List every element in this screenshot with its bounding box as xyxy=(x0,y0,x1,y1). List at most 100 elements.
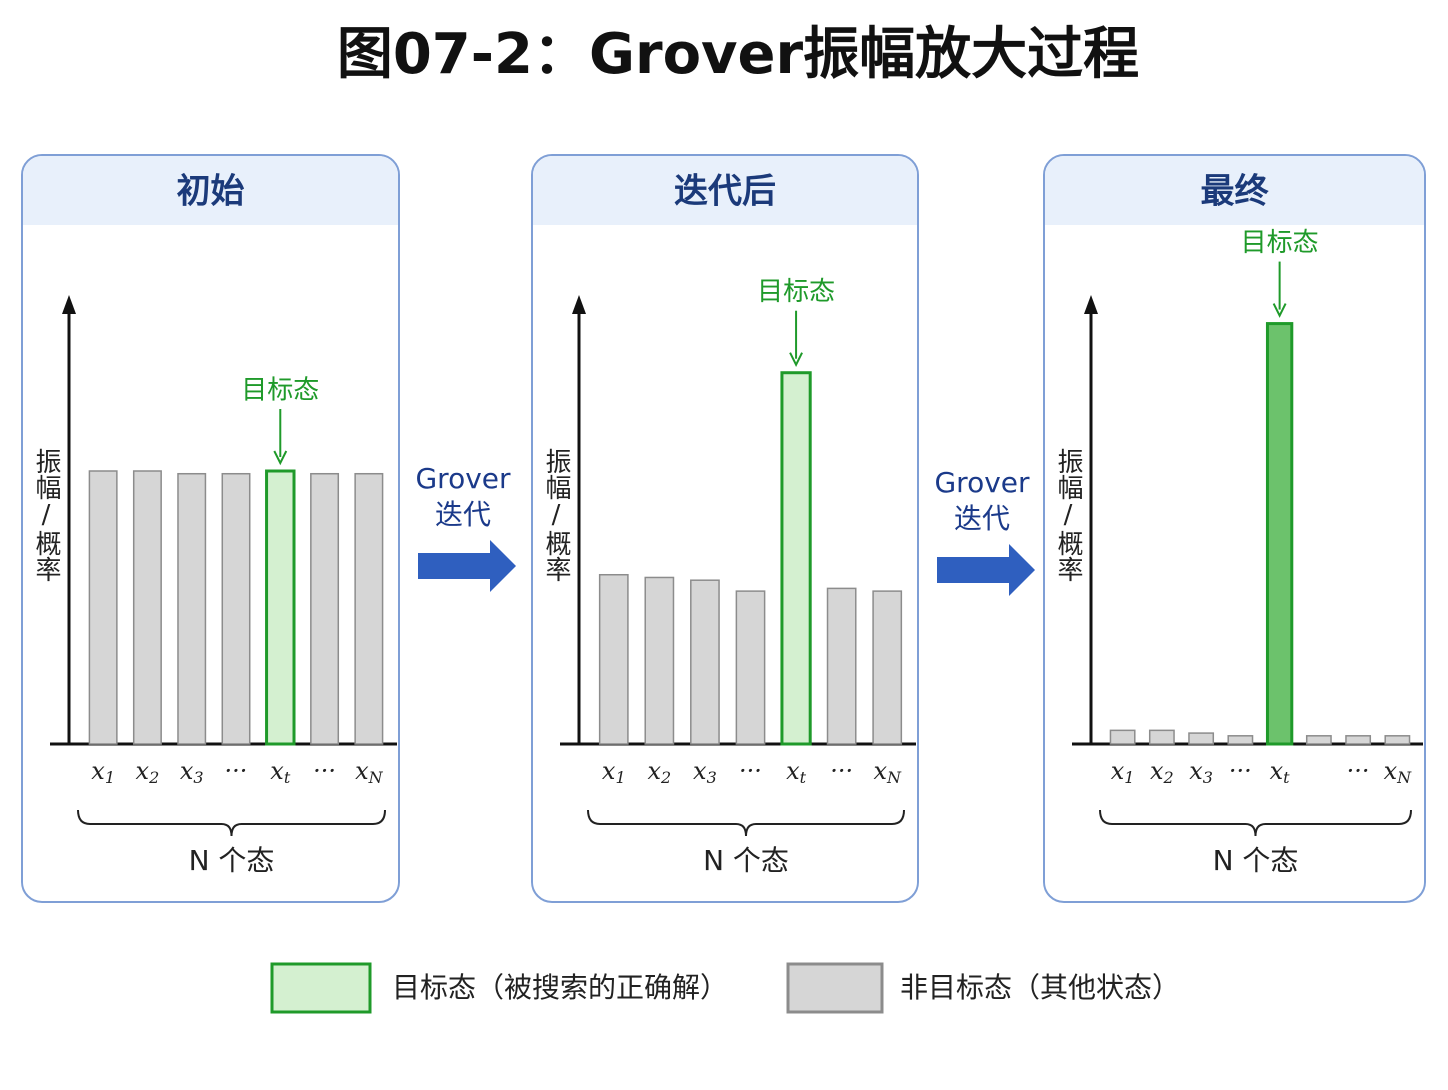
x-tick-sub: t xyxy=(800,768,807,787)
x-tick-base: x xyxy=(873,757,887,785)
x-tick-base: ··· xyxy=(1229,757,1252,785)
brace xyxy=(77,809,386,837)
group-label: N 个态 xyxy=(1213,844,1299,877)
x-tick-label: x3 xyxy=(180,757,204,787)
x-tick-sub: 3 xyxy=(193,768,203,787)
x-tick-sub: 3 xyxy=(707,768,717,787)
bar xyxy=(1305,735,1332,745)
x-tick-base: ··· xyxy=(225,757,248,785)
x-tick-label: x2 xyxy=(1150,757,1174,787)
x-tick-sub: N xyxy=(1396,768,1412,787)
y-axis-arrow xyxy=(572,295,586,314)
brace xyxy=(1099,809,1412,837)
x-tick-sub: 1 xyxy=(615,768,625,787)
bar xyxy=(826,587,857,745)
y-axis-label: 振幅/概率 xyxy=(31,448,61,582)
bar xyxy=(598,573,629,745)
x-tick-label: ··· xyxy=(830,757,853,785)
bar xyxy=(1345,735,1372,745)
x-tick-base: ··· xyxy=(313,757,336,785)
x-tick-sub: 2 xyxy=(660,768,671,787)
target-label: 目标态 xyxy=(241,376,319,406)
arrow-label: Grover xyxy=(934,466,1030,499)
x-tick-base: x xyxy=(693,757,707,785)
panel-header xyxy=(533,156,917,225)
y-axis-label: 振幅/概率 xyxy=(1053,448,1083,582)
arrow-label: 迭代 xyxy=(954,502,1010,535)
x-tick-base: x xyxy=(270,757,284,785)
bar xyxy=(872,590,903,745)
bar xyxy=(88,470,118,745)
x-tick-label: x2 xyxy=(136,757,160,787)
panel-header xyxy=(1045,156,1424,225)
x-tick-base: ··· xyxy=(1347,757,1370,785)
x-tick-label: x1 xyxy=(91,757,115,787)
x-tick-base: x xyxy=(1189,757,1203,785)
x-tick-sub: 1 xyxy=(105,768,115,787)
x-tick-label: xN xyxy=(355,757,384,787)
panel-header xyxy=(23,156,398,225)
x-tick-sub: 2 xyxy=(148,768,159,787)
x-tick-sub: N xyxy=(368,768,384,787)
arrow-label: 迭代 xyxy=(435,498,491,531)
panel xyxy=(531,154,919,903)
x-tick-label: xt xyxy=(1270,757,1291,787)
flow-arrow xyxy=(418,540,516,592)
target-label: 目标态 xyxy=(1241,228,1319,258)
x-tick-base: x xyxy=(786,757,800,785)
bar xyxy=(221,472,251,745)
target-label: 目标态 xyxy=(757,277,835,307)
target-bar xyxy=(780,371,812,746)
bar xyxy=(690,579,720,745)
x-tick-base: ··· xyxy=(830,757,853,785)
bar xyxy=(644,576,675,745)
legend-swatch xyxy=(786,962,884,1014)
brace xyxy=(587,809,905,837)
y-axis-arrow xyxy=(62,295,76,314)
panel xyxy=(21,154,400,903)
x-tick-label: x3 xyxy=(1189,757,1213,787)
x-tick-label: ··· xyxy=(739,757,762,785)
x-tick-base: ··· xyxy=(739,757,762,785)
x-tick-label: x1 xyxy=(602,757,626,787)
bar xyxy=(1188,732,1215,745)
x-tick-label: xt xyxy=(270,757,291,787)
x-tick-label: x1 xyxy=(1111,757,1135,787)
legend-swatch xyxy=(270,962,372,1014)
x-tick-label: ··· xyxy=(1229,757,1252,785)
x-tick-label: xN xyxy=(873,757,902,787)
panel-title: 迭代后 xyxy=(674,172,776,212)
legend-label: 目标态（被搜索的正确解） xyxy=(392,971,728,1004)
x-tick-base: x xyxy=(1111,757,1125,785)
x-tick-base: x xyxy=(602,757,616,785)
x-tick-sub: 1 xyxy=(1124,768,1134,787)
page-title: 图07-2：Grover振幅放大过程 xyxy=(337,22,1139,87)
bar xyxy=(310,472,340,745)
y-axis-label: 振幅/概率 xyxy=(541,448,571,582)
target-bar xyxy=(1265,322,1294,746)
y-axis-arrow xyxy=(1084,295,1098,314)
x-tick-base: x xyxy=(180,757,194,785)
x-tick-base: x xyxy=(91,757,105,785)
arrow-label: Grover xyxy=(415,462,511,495)
x-tick-sub: t xyxy=(1283,768,1290,787)
bar xyxy=(177,472,207,745)
x-tick-sub: 3 xyxy=(1203,768,1213,787)
bar xyxy=(1109,729,1136,745)
panel-title: 初始 xyxy=(177,172,245,212)
target-arrow-head xyxy=(789,352,803,367)
x-tick-label: ··· xyxy=(1347,757,1370,785)
bar xyxy=(1384,735,1411,745)
x-tick-label: x2 xyxy=(647,757,671,787)
x-tick-label: x3 xyxy=(693,757,717,787)
x-tick-base: x xyxy=(1384,757,1398,785)
target-arrow-head xyxy=(273,450,288,466)
bar xyxy=(354,472,384,745)
panel xyxy=(1043,154,1426,903)
panel-title: 最终 xyxy=(1201,172,1270,212)
x-tick-base: x xyxy=(1150,757,1164,785)
target-arrow-head xyxy=(1272,303,1287,318)
x-tick-sub: N xyxy=(886,768,902,787)
group-label: N 个态 xyxy=(703,844,789,877)
bar xyxy=(132,470,162,745)
